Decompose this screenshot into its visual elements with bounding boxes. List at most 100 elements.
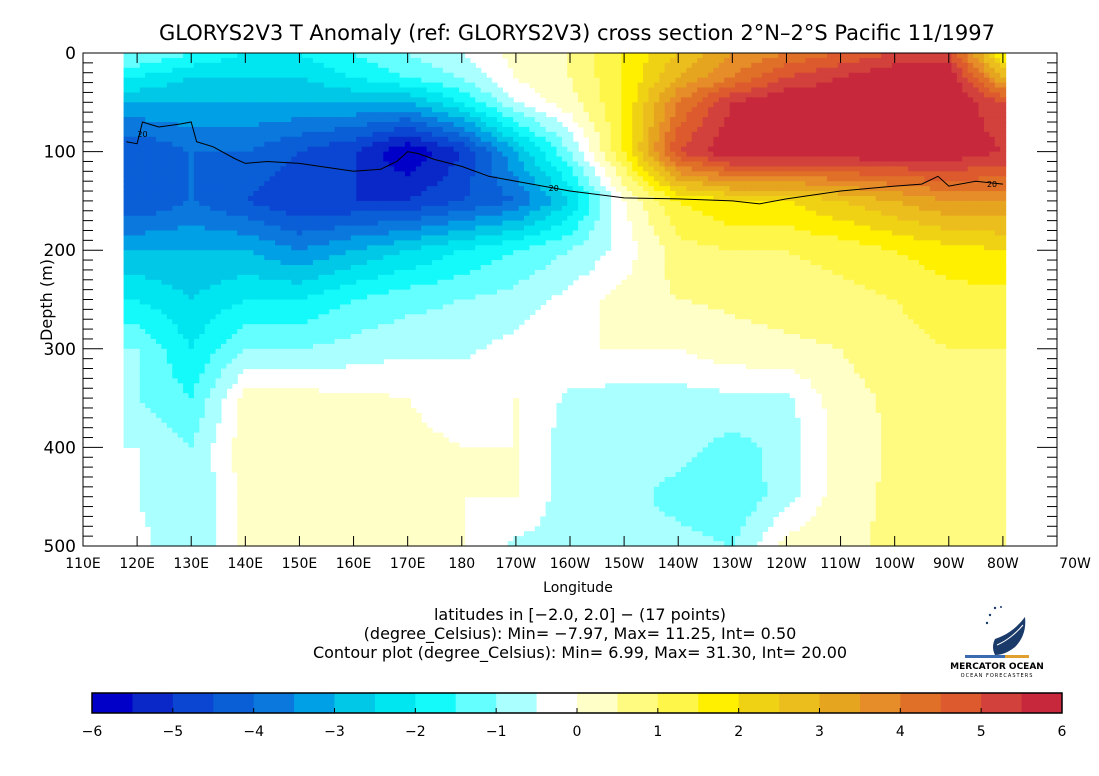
heatmap-cell xyxy=(280,126,287,133)
heatmap-cell xyxy=(372,324,379,330)
heatmap-cell xyxy=(350,191,357,197)
heatmap-cell xyxy=(307,235,314,241)
heatmap-cell xyxy=(356,240,363,246)
heatmap-cell xyxy=(204,516,211,522)
heatmap-cell xyxy=(150,467,157,473)
heatmap-cell xyxy=(291,472,298,478)
heatmap-cell xyxy=(394,437,401,444)
heatmap-cell xyxy=(302,210,309,217)
heatmap-cell xyxy=(204,245,211,251)
heatmap-cell xyxy=(264,82,271,89)
heatmap-cell xyxy=(345,452,352,458)
heatmap-cell xyxy=(166,274,173,281)
heatmap-cell xyxy=(172,92,179,98)
heatmap-cell xyxy=(280,353,287,360)
heatmap-cell xyxy=(323,181,330,187)
heatmap-cell xyxy=(177,156,184,163)
heatmap-cell xyxy=(307,200,314,207)
heatmap-cell xyxy=(340,437,347,444)
heatmap-cell xyxy=(291,427,298,434)
heatmap-cell xyxy=(388,536,395,542)
heatmap-cell xyxy=(367,476,374,483)
heatmap-cell xyxy=(356,491,363,498)
heatmap-cell xyxy=(388,102,395,108)
heatmap-cell xyxy=(388,112,395,118)
heatmap-cell xyxy=(166,536,173,542)
heatmap-cell xyxy=(253,77,260,84)
heatmap-cell xyxy=(388,131,395,138)
heatmap-cell xyxy=(150,447,157,453)
heatmap-cell xyxy=(383,274,390,281)
heatmap-cell xyxy=(340,486,347,493)
heatmap-cell xyxy=(199,82,206,89)
heatmap-cell xyxy=(258,447,265,453)
heatmap-cell xyxy=(264,171,271,177)
heatmap-cell xyxy=(399,82,406,89)
heatmap-cell xyxy=(237,521,244,527)
heatmap-cell xyxy=(350,166,357,172)
heatmap-cell xyxy=(302,299,309,306)
heatmap-cell xyxy=(275,284,282,291)
heatmap-cell xyxy=(329,151,336,158)
heatmap-cell xyxy=(188,501,195,508)
heatmap-cell xyxy=(220,240,227,246)
heatmap-cell xyxy=(329,250,336,256)
heatmap-cell xyxy=(350,398,357,404)
heatmap-cell xyxy=(242,324,249,330)
heatmap-cell xyxy=(134,358,141,365)
heatmap-cell xyxy=(172,97,179,103)
heatmap-cell xyxy=(253,462,260,468)
heatmap-cell xyxy=(388,486,395,493)
heatmap-cell xyxy=(291,107,298,113)
heatmap-cell xyxy=(334,122,341,128)
heatmap-cell xyxy=(226,215,233,222)
heatmap-cell xyxy=(291,417,298,424)
heatmap-cell xyxy=(248,230,255,237)
heatmap-cell xyxy=(302,358,309,365)
heatmap-cell xyxy=(193,284,200,291)
heatmap-cell xyxy=(199,388,206,394)
heatmap-cell xyxy=(264,230,271,237)
heatmap-cell xyxy=(188,141,195,148)
heatmap-cell xyxy=(253,437,260,444)
heatmap-cell xyxy=(269,255,276,261)
heatmap-cell xyxy=(291,264,298,271)
heatmap-cell xyxy=(318,57,325,64)
heatmap-cell xyxy=(307,432,314,439)
heatmap-cell xyxy=(302,334,309,340)
heatmap-cell xyxy=(285,240,292,246)
heatmap-cell xyxy=(404,353,411,360)
heatmap-cell xyxy=(145,442,152,448)
heatmap-cell xyxy=(123,62,130,69)
heatmap-cell xyxy=(383,299,390,306)
heatmap-cell xyxy=(302,245,309,251)
heatmap-cell xyxy=(177,245,184,251)
heatmap-cell xyxy=(204,348,211,355)
heatmap-cell xyxy=(307,274,314,281)
heatmap-cell xyxy=(188,358,195,365)
heatmap-cell xyxy=(193,245,200,251)
heatmap-cell xyxy=(210,126,217,133)
heatmap-cell xyxy=(377,260,384,266)
heatmap-cell xyxy=(367,181,374,187)
heatmap-cell xyxy=(383,230,390,237)
heatmap-cell xyxy=(161,467,168,473)
heatmap-cell xyxy=(410,131,417,138)
heatmap-cell xyxy=(199,87,206,94)
heatmap-cell xyxy=(377,506,384,513)
heatmap-cell xyxy=(302,87,309,94)
heatmap-cell xyxy=(204,472,211,478)
heatmap-cell xyxy=(334,77,341,84)
heatmap-cell xyxy=(258,57,265,64)
heatmap-cell xyxy=(172,378,179,384)
heatmap-cell xyxy=(204,102,211,108)
heatmap-cell xyxy=(253,388,260,394)
heatmap-cell xyxy=(123,417,130,424)
heatmap-cell xyxy=(318,62,325,69)
heatmap-cell xyxy=(150,161,157,167)
heatmap-cell xyxy=(161,329,168,335)
heatmap-cell xyxy=(372,476,379,483)
heatmap-cell xyxy=(161,210,168,217)
heatmap-cell xyxy=(345,92,352,98)
heatmap-cell xyxy=(242,511,249,518)
